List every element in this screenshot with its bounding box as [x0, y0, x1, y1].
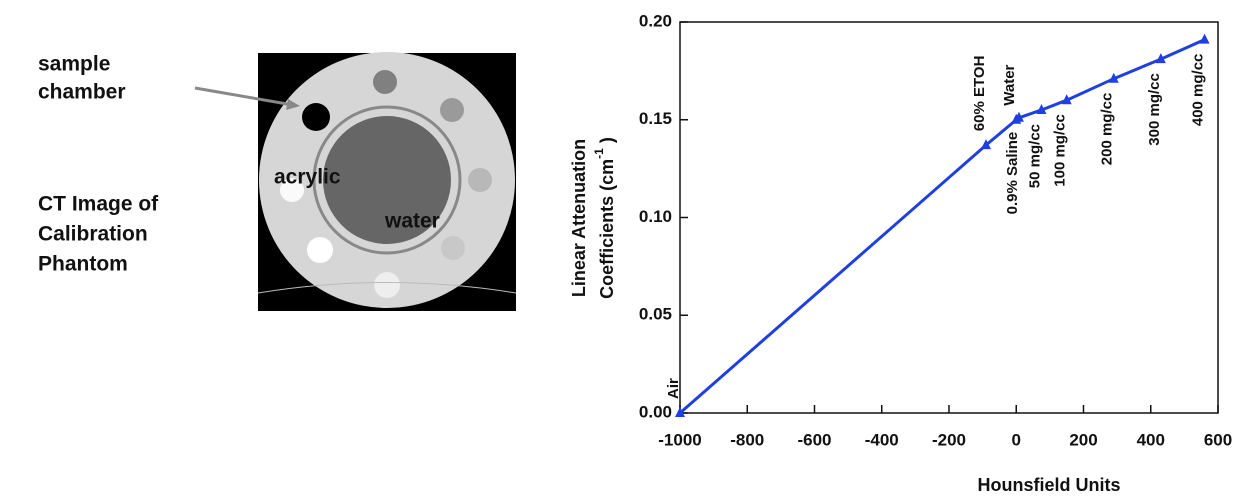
x-tick-label: -800 — [730, 430, 764, 449]
figure: sample chamber acrylic water CT Image of… — [0, 0, 1248, 503]
label: chamber — [38, 81, 126, 104]
x-tick-label: -1000 — [658, 430, 701, 449]
point-label: Water — [1001, 64, 1018, 105]
y-tick-label: 0.10 — [639, 207, 672, 226]
plot-frame — [680, 22, 1218, 413]
label: sample — [38, 53, 110, 76]
chart: Hounsfield Units Linear Attenuation Coef… — [569, 11, 1232, 494]
x-axis-label: Hounsfield Units — [978, 475, 1121, 495]
y-tick-label: 0.20 — [639, 11, 672, 30]
page: {"figure": {"sample_label": ["sample", "… — [0, 0, 1248, 503]
insert — [374, 272, 400, 298]
insert — [307, 237, 333, 263]
x-tick-label: -200 — [932, 430, 966, 449]
label: water — [384, 210, 440, 233]
y-tick-label: 0.05 — [639, 305, 672, 324]
y-axis-label-sup: -1 — [592, 148, 606, 159]
data-point — [1200, 34, 1210, 44]
y-axis-label: Linear Attenuation — [569, 139, 589, 297]
sample-chamber — [302, 103, 330, 131]
x-tick-label: 0 — [1012, 430, 1021, 449]
caption: CT Image of — [38, 193, 159, 216]
point-label: 400 mg/cc — [1190, 54, 1207, 127]
caption: Calibration — [38, 223, 148, 246]
caption: Phantom — [38, 253, 128, 276]
insert — [468, 168, 492, 192]
insert — [440, 98, 464, 122]
x-tick-label: -400 — [865, 430, 899, 449]
point-label: 60% ETOH — [971, 56, 988, 132]
data-line — [680, 40, 1205, 413]
point-label: 300 mg/cc — [1146, 73, 1163, 146]
insert — [441, 236, 465, 260]
y-axis-label: Coefficients (cm — [597, 159, 617, 299]
point-label: 200 mg/cc — [1099, 93, 1116, 166]
y-tick-label: 0.15 — [639, 109, 672, 128]
x-tick-label: 200 — [1069, 430, 1097, 449]
y-tick-label: 0.00 — [639, 402, 672, 421]
point-label: 0.9% Saline — [1004, 132, 1021, 215]
y-axis-label: Coefficients (cm-1 ) — [592, 137, 617, 299]
insert — [373, 70, 397, 94]
point-label: 50 mg/cc — [1026, 124, 1043, 188]
point-label: 100 mg/cc — [1052, 114, 1069, 187]
x-tick-label: 600 — [1204, 430, 1232, 449]
point-label: Air — [665, 378, 682, 399]
y-axis-label: ) — [597, 137, 617, 148]
x-tick-label: 400 — [1137, 430, 1165, 449]
x-tick-label: -600 — [797, 430, 831, 449]
label: acrylic — [274, 166, 341, 189]
